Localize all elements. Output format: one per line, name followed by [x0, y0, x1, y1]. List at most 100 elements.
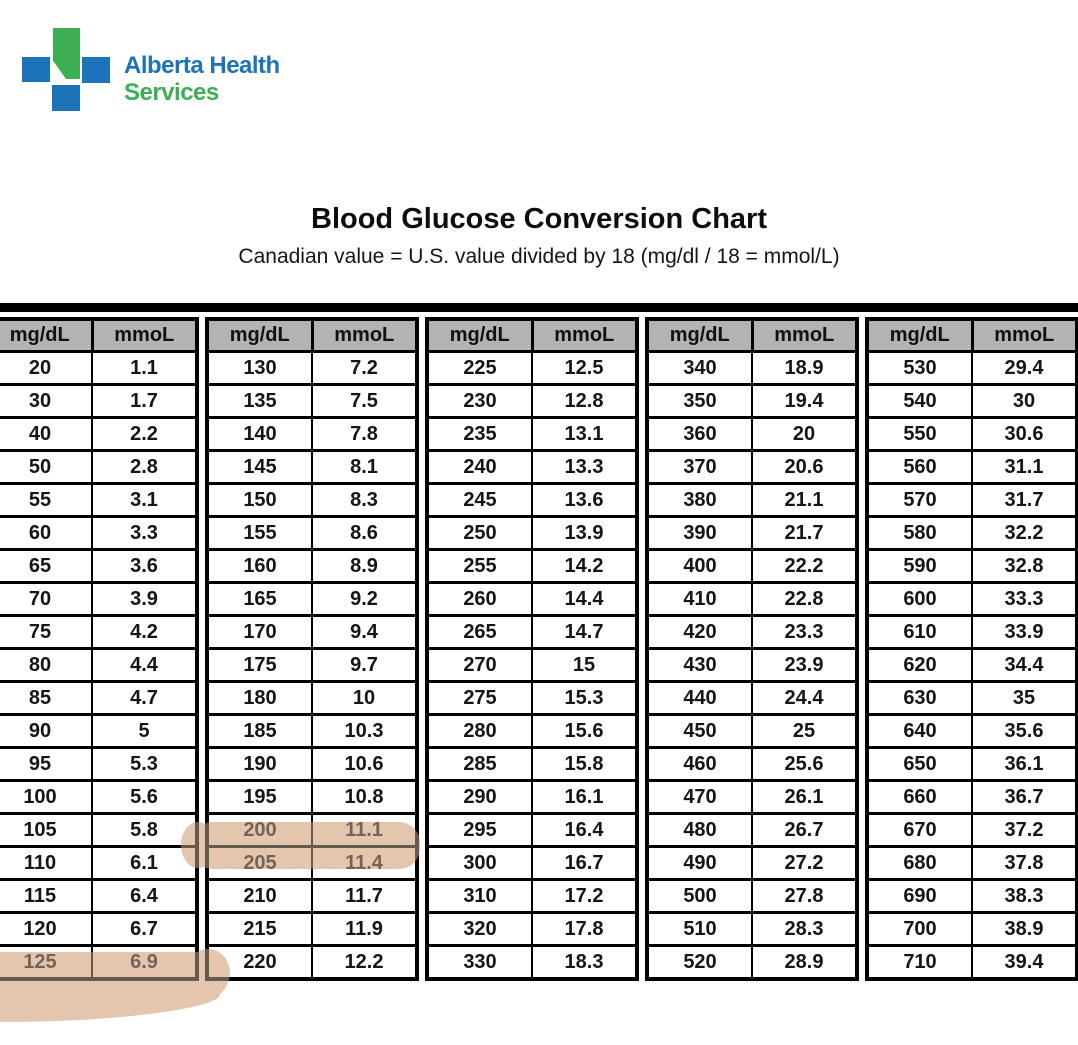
- table-cell-mmol: 28.3: [751, 911, 858, 947]
- table-cell-mmol: 30: [971, 383, 1078, 419]
- table-row: 130 7.2: [206, 350, 418, 386]
- table-cell-mgdl: 140: [206, 416, 313, 452]
- table-cell-mgdl: 130: [206, 350, 313, 386]
- logo-text-line2: Services: [124, 79, 219, 106]
- table-row: 195 10.8: [206, 779, 418, 815]
- table-row: 640 35.6: [866, 713, 1078, 749]
- table-row: 550 30.6: [866, 416, 1078, 452]
- table-row: 440 24.4: [646, 680, 858, 716]
- table-cell-mmol: 3.9: [91, 581, 198, 617]
- table-cell-mmol: 6.9: [91, 944, 198, 981]
- table-cell-mgdl: 690: [866, 878, 973, 914]
- table-row: 170 9.4: [206, 614, 418, 650]
- table-cell-mgdl: 105: [0, 812, 93, 848]
- table-cell-mgdl: 180: [206, 680, 313, 716]
- table-row: 670 37.2: [866, 812, 1078, 848]
- table-row: 700 38.9: [866, 911, 1078, 947]
- column-header-mgdl: mg/dL: [425, 317, 534, 353]
- table-cell-mgdl: 510: [646, 911, 753, 947]
- table-cell-mgdl: 290: [426, 779, 533, 815]
- table-row: 510 28.3: [646, 911, 858, 947]
- table-cell-mgdl: 630: [866, 680, 973, 716]
- table-cell-mmol: 7.5: [311, 383, 418, 419]
- table-cell-mmol: 29.4: [971, 350, 1078, 386]
- table-cell-mmol: 15.8: [531, 746, 638, 782]
- table-row: 90 5: [0, 713, 198, 749]
- table-row: 190 10.6: [206, 746, 418, 782]
- table-cell-mmol: 36.1: [971, 746, 1078, 782]
- table-row: 180 10: [206, 680, 418, 716]
- column-header-mmol: mmoL: [310, 317, 419, 353]
- table-cell-mmol: 24.4: [751, 680, 858, 716]
- table-cell-mmol: 35.6: [971, 713, 1078, 749]
- table-cell-mmol: 16.4: [531, 812, 638, 848]
- table-cell-mgdl: 470: [646, 779, 753, 815]
- table-cell-mmol: 13.3: [531, 449, 638, 485]
- table-cell-mgdl: 710: [866, 944, 973, 981]
- table-cell-mmol: 4.7: [91, 680, 198, 716]
- table-row: 490 27.2: [646, 845, 858, 881]
- table-row: 340 18.9: [646, 350, 858, 386]
- table-row: 40 2.2: [0, 416, 198, 452]
- table-cell-mgdl: 20: [0, 350, 93, 386]
- table-cell-mmol: 26.1: [751, 779, 858, 815]
- column-header-mmol: mmoL: [970, 317, 1078, 353]
- table-cell-mgdl: 680: [866, 845, 973, 881]
- table-cell-mmol: 18.3: [531, 944, 638, 981]
- table-cell-mmol: 33.9: [971, 614, 1078, 650]
- table-cell-mgdl: 520: [646, 944, 753, 981]
- table-cell-mgdl: 100: [0, 779, 93, 815]
- table-row: 155 8.6: [206, 515, 418, 551]
- table-cell-mgdl: 670: [866, 812, 973, 848]
- table-row: 560 31.1: [866, 449, 1078, 485]
- table-cell-mmol: 11.4: [311, 845, 418, 881]
- table-cell-mmol: 1.1: [91, 350, 198, 386]
- table-row: 690 38.3: [866, 878, 1078, 914]
- table-row: 310 17.2: [426, 878, 638, 914]
- conversion-table-3: mg/dL mmoL 225 12.5 230 12.8 235 13.1 240 13.3 245…: [425, 317, 639, 981]
- logo-green-alberta-shape: [53, 28, 80, 79]
- table-row: 85 4.7: [0, 680, 198, 716]
- table-row: 580 32.2: [866, 515, 1078, 551]
- table-cell-mmol: 8.9: [311, 548, 418, 584]
- table-cell-mgdl: 175: [206, 647, 313, 683]
- table-cell-mgdl: 55: [0, 482, 93, 518]
- table-cell-mgdl: 610: [866, 614, 973, 650]
- table-row: 630 35: [866, 680, 1078, 716]
- table-cell-mgdl: 30: [0, 383, 93, 419]
- table-cell-mgdl: 430: [646, 647, 753, 683]
- logo-blue-square-right: [82, 57, 110, 83]
- table-row: 285 15.8: [426, 746, 638, 782]
- table-cell-mmol: 3.1: [91, 482, 198, 518]
- column-header-mmol: mmoL: [530, 317, 639, 353]
- table-row: 235 13.1: [426, 416, 638, 452]
- table-row: 500 27.8: [646, 878, 858, 914]
- table-cell-mgdl: 260: [426, 581, 533, 617]
- table-row: 165 9.2: [206, 581, 418, 617]
- table-cell-mmol: 5.3: [91, 746, 198, 782]
- table-cell-mmol: 37.8: [971, 845, 1078, 881]
- table-cell-mgdl: 320: [426, 911, 533, 947]
- table-cell-mmol: 3.6: [91, 548, 198, 584]
- table-cell-mgdl: 380: [646, 482, 753, 518]
- table-cell-mgdl: 90: [0, 713, 93, 749]
- table-row: 250 13.9: [426, 515, 638, 551]
- table-cell-mgdl: 125: [0, 944, 93, 981]
- conversion-tables-container: mg/dL mmoL 20 1.1 30 1.7 40 2.2 50 2.8 55 3.1 60 3.3 6…: [0, 317, 1078, 981]
- conversion-table-5: mg/dL mmoL 530 29.4 540 30 550 30.6 560 31.1 570 31…: [865, 317, 1078, 981]
- table-cell-mmol: 7.2: [311, 350, 418, 386]
- table-cell-mgdl: 590: [866, 548, 973, 584]
- table-cell-mgdl: 95: [0, 746, 93, 782]
- table-cell-mmol: 38.3: [971, 878, 1078, 914]
- table-row: 360 20: [646, 416, 858, 452]
- table-cell-mgdl: 220: [206, 944, 313, 981]
- table-cell-mgdl: 400: [646, 548, 753, 584]
- table-row: 150 8.3: [206, 482, 418, 518]
- table-row: 265 14.7: [426, 614, 638, 650]
- table-row: 110 6.1: [0, 845, 198, 881]
- table-cell-mmol: 17.8: [531, 911, 638, 947]
- table-cell-mgdl: 270: [426, 647, 533, 683]
- table-cell-mmol: 10.6: [311, 746, 418, 782]
- table-cell-mmol: 36.7: [971, 779, 1078, 815]
- conversion-table-1: mg/dL mmoL 20 1.1 30 1.7 40 2.2 50 2.8 55 3.1 60 3.3 6…: [0, 317, 199, 981]
